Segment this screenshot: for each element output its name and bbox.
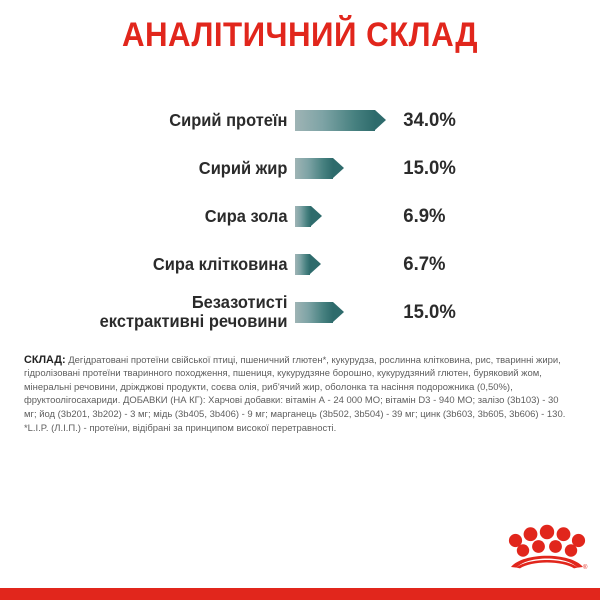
row-label-crude-ash: Сира зола [204,205,288,226]
composition-heading: СКЛАД: [24,354,66,366]
value-bar-nitrogen-free-extract [295,301,344,323]
table-row: Сирий протеїн 34.0% [0,96,600,144]
table-row: Сирий жир 15.0% [0,144,600,192]
value-bar-crude-ash [295,205,322,227]
table-row: Безазотисті екстрактивні речовини 15.0% [0,288,600,336]
composition-body: Дегідратовані протеїни свійської птиці, … [24,355,566,420]
crown-icon: ® [508,524,588,571]
page-title: АНАЛІТИЧНИЙ СКЛАД [121,16,479,54]
bar-cell [295,157,390,179]
table-row: Сира зола 6.9% [0,192,600,240]
value-bar-crude-protein [295,109,386,131]
royal-canin-crown-logo: ® [505,522,589,574]
analytical-composition-chart: Сирий протеїн 34.0% Сирий жир 15.0% Сира… [0,96,600,336]
value-bar-crude-fat [295,157,344,179]
row-label-crude-fibre: Сира клітковина [152,253,288,274]
row-label-nitrogen-free-extract: Безазотисті екстрактивні речовини [99,292,288,331]
composition-paragraph: СКЛАД: Дегідратовані протеїни свійської … [24,354,572,435]
row-value-crude-fat: 15.0% [403,156,456,179]
row-value-nitrogen-free-extract: 15.0% [403,300,456,323]
bar-cell [295,253,390,275]
bar-cell [295,205,390,227]
bottom-red-bar [0,588,600,600]
bar-cell [295,109,390,131]
value-bar-crude-fibre [295,253,321,275]
table-row: Сира клітковина 6.7% [0,240,600,288]
registered-mark: ® [583,564,588,571]
row-label-crude-protein: Сирий протеїн [169,109,288,130]
row-value-crude-protein: 34.0% [403,108,456,131]
composition-footnote: *L.I.P. (Л.І.П.) - протеїни, відібрані з… [24,423,337,435]
bar-cell [295,301,390,323]
row-value-crude-ash: 6.9% [403,204,446,227]
row-label-crude-fat: Сирий жир [198,157,288,178]
row-value-crude-fibre: 6.7% [403,252,446,275]
